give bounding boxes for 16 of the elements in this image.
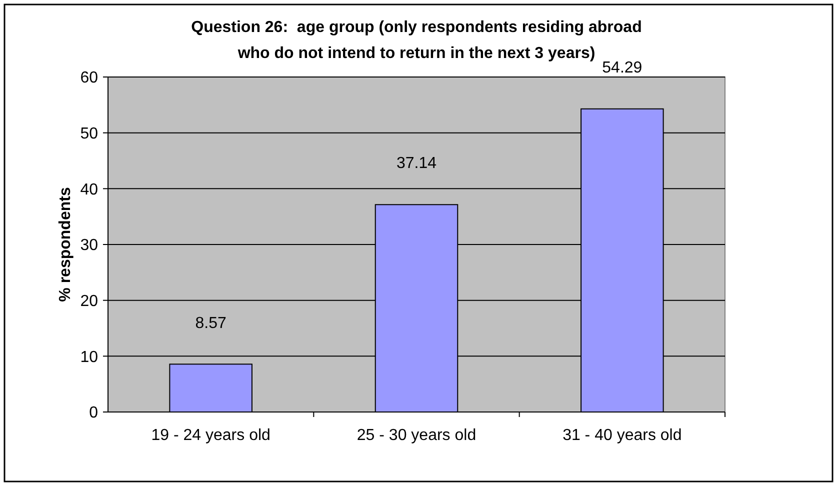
- data-label: 37.14: [396, 155, 437, 172]
- y-tick-label: 60: [80, 70, 98, 87]
- data-label: 8.57: [195, 314, 227, 332]
- x-tick-label: 19 - 24 years old: [151, 427, 270, 444]
- y-tick-label: 40: [80, 181, 98, 198]
- y-axis-title: % respondents: [57, 187, 74, 302]
- chart-title: Question 26: age group (only respondents residing abroad who do not intend to return in the next 3 years): [191, 19, 642, 62]
- y-tick-label: 20: [80, 292, 98, 310]
- y-tick-label: 10: [80, 348, 98, 366]
- x-tick-label: 31 - 40 years old: [562, 427, 682, 444]
- y-tick-label: 50: [80, 125, 98, 142]
- data-label: 54.29: [602, 59, 642, 76]
- bar: [169, 364, 252, 412]
- y-tick-label: 0: [89, 404, 98, 422]
- x-tick-label: 25 - 30 years old: [356, 427, 476, 444]
- y-tick-label: 30: [80, 237, 98, 254]
